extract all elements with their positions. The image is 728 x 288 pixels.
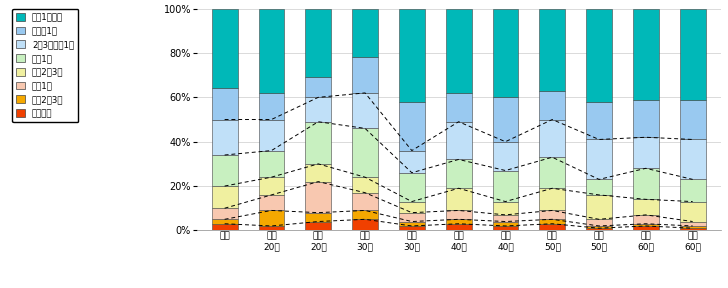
Bar [446, 211, 472, 219]
Bar [680, 226, 705, 228]
Bar [399, 9, 424, 102]
Bar [493, 202, 518, 215]
Bar [446, 188, 472, 211]
Bar [539, 91, 565, 120]
Bar [446, 122, 472, 160]
Bar [539, 219, 565, 224]
Bar [258, 151, 285, 177]
Bar [352, 9, 378, 57]
Bar [586, 179, 612, 195]
Bar [680, 9, 705, 100]
Bar [539, 224, 565, 230]
Bar [539, 120, 565, 157]
Bar [399, 151, 424, 173]
Bar [305, 182, 331, 213]
Bar [633, 137, 659, 168]
Bar [633, 199, 659, 215]
Bar [212, 120, 237, 155]
Bar [352, 93, 378, 128]
Bar [399, 202, 424, 213]
Bar [399, 213, 424, 221]
Bar [680, 179, 705, 202]
Bar [446, 219, 472, 224]
Bar [212, 219, 237, 224]
Bar [212, 208, 237, 219]
Bar [680, 221, 705, 226]
Bar [258, 211, 285, 226]
Bar [446, 9, 472, 93]
Bar [680, 228, 705, 230]
Bar [305, 77, 331, 97]
Bar [493, 142, 518, 170]
Bar [305, 9, 331, 77]
Bar [586, 228, 612, 230]
Bar [633, 100, 659, 137]
Bar [493, 9, 518, 97]
Bar [399, 173, 424, 202]
Bar [212, 224, 237, 230]
Bar [493, 97, 518, 142]
Bar [539, 188, 565, 211]
Bar [212, 186, 237, 208]
Bar [305, 122, 331, 164]
Bar [258, 93, 285, 120]
Bar [399, 102, 424, 151]
Bar [680, 100, 705, 139]
Bar [633, 215, 659, 224]
Bar [633, 224, 659, 226]
Bar [586, 9, 612, 102]
Bar [258, 9, 285, 93]
Legend: 年に1回以下, 半年に1回, 2〜3カ月に1回, 月に1回, 月に2〜3回, 週に1回, 週に2〜3回, ほぼ毎日: 年に1回以下, 半年に1回, 2〜3カ月に1回, 月に1回, 月に2〜3回, 週… [12, 9, 79, 122]
Bar [493, 221, 518, 226]
Bar [493, 170, 518, 202]
Bar [586, 102, 612, 139]
Bar [539, 211, 565, 219]
Bar [258, 120, 285, 151]
Bar [399, 226, 424, 230]
Bar [633, 9, 659, 100]
Bar [305, 164, 331, 182]
Bar [352, 57, 378, 93]
Bar [539, 157, 565, 188]
Bar [633, 168, 659, 199]
Bar [493, 215, 518, 221]
Bar [493, 226, 518, 230]
Bar [212, 88, 237, 120]
Bar [586, 139, 612, 179]
Bar [352, 128, 378, 177]
Bar [258, 195, 285, 211]
Bar [586, 219, 612, 226]
Bar [399, 221, 424, 226]
Bar [305, 213, 331, 221]
Bar [258, 177, 285, 195]
Bar [212, 9, 237, 88]
Bar [352, 193, 378, 211]
Bar [586, 195, 612, 219]
Bar [352, 219, 378, 230]
Bar [539, 9, 565, 91]
Bar [586, 226, 612, 228]
Bar [305, 97, 331, 122]
Bar [352, 177, 378, 193]
Bar [212, 155, 237, 186]
Bar [633, 226, 659, 230]
Bar [305, 221, 331, 230]
Bar [680, 139, 705, 179]
Bar [446, 93, 472, 122]
Bar [446, 160, 472, 188]
Bar [680, 202, 705, 221]
Bar [352, 211, 378, 219]
Bar [446, 224, 472, 230]
Bar [258, 226, 285, 230]
